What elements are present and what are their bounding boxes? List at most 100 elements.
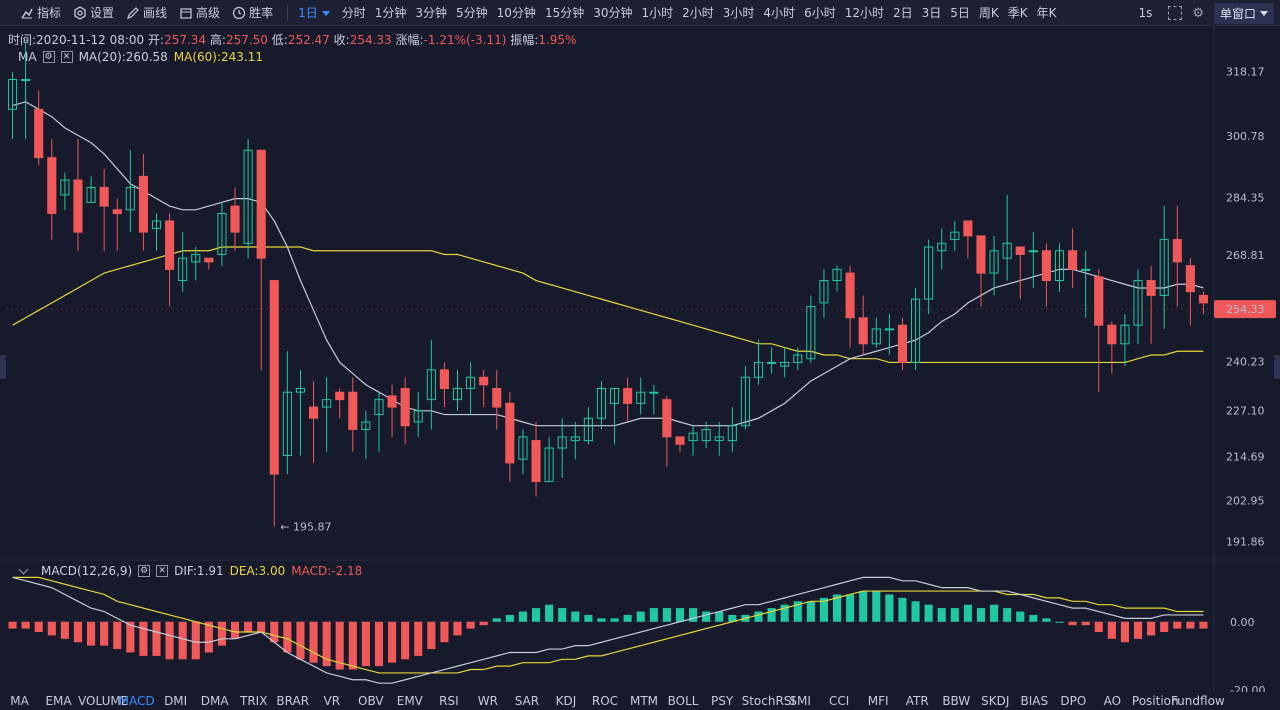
candle-body [374, 399, 384, 416]
macd-histogram-bar [60, 621, 69, 639]
open-value: 257.34 [164, 33, 207, 47]
timeframe-4小时[interactable]: 4小时 [763, 6, 796, 20]
indicator-kdj[interactable]: KDJ [555, 694, 577, 708]
indicator-bbw[interactable]: BBW [942, 694, 971, 708]
price-axis-label: 214.69 [1226, 451, 1265, 464]
indicator-dpo[interactable]: DPO [1060, 694, 1087, 708]
indicator-obv[interactable]: OBV [358, 694, 384, 708]
indicator-cci[interactable]: CCI [829, 694, 850, 708]
indicator-fundflow[interactable]: Fundflow [1170, 694, 1225, 708]
macd-histogram-bar [427, 621, 436, 650]
candle-body [583, 417, 593, 442]
macd-histogram-bar [924, 604, 933, 622]
left-panel-handle[interactable] [0, 355, 6, 379]
candle-body [688, 432, 698, 442]
indicator-position[interactable]: Position [1131, 694, 1179, 708]
indicator-sar[interactable]: SAR [514, 694, 540, 708]
indicator-stochrsi[interactable]: StochRSI [741, 694, 795, 708]
indicator-roc[interactable]: ROC [591, 694, 619, 708]
indicator-ema[interactable]: EMA [45, 694, 72, 708]
timeframe-30分钟[interactable]: 30分钟 [593, 6, 633, 20]
indicator-ma[interactable]: MA [10, 694, 29, 708]
ma-settings-icon[interactable]: ⚙ [42, 51, 55, 63]
tool-draw[interactable]: 画线 [126, 4, 167, 21]
indicator-smi[interactable]: SMI [789, 694, 811, 708]
candle-body [256, 149, 266, 259]
right-panel-handle[interactable] [1274, 355, 1280, 379]
timeframe-1分钟[interactable]: 1分钟 [374, 6, 407, 20]
tool-winrate[interactable]: 胜率 [232, 4, 273, 21]
indicator-macd[interactable]: MACD [118, 694, 155, 708]
ma-close-icon[interactable]: ✕ [60, 51, 73, 63]
tool-settings[interactable]: 设置 [73, 4, 114, 21]
macd-histogram-bar [702, 611, 711, 622]
timeframe-2日[interactable]: 2日 [892, 6, 913, 20]
candle-body [976, 235, 986, 274]
timeframe-15分钟[interactable]: 15分钟 [544, 6, 585, 20]
timeframe-周K[interactable]: 周K [978, 6, 999, 20]
timeframe-5分钟[interactable]: 5分钟 [456, 6, 488, 20]
indicator-boll[interactable]: BOLL [667, 694, 699, 708]
indicator-psy[interactable]: PSY [710, 694, 734, 708]
macd-histogram-bar [21, 621, 30, 629]
settings-icon[interactable]: ⚙ [1192, 5, 1204, 21]
indicator-dmi[interactable]: DMI [164, 694, 188, 708]
indicator-dma[interactable]: DMA [200, 694, 229, 708]
timeframe-年K[interactable]: 年K [1036, 6, 1057, 20]
macd-histogram-bar [230, 621, 240, 639]
timeframe-3小时[interactable]: 3小时 [722, 6, 755, 20]
indicator-ao[interactable]: AO [1103, 694, 1122, 708]
macd-histogram-bar [374, 621, 384, 667]
timeframe-5日[interactable]: 5日 [950, 6, 970, 20]
macd-histogram-bar [832, 594, 842, 622]
macd-settings-icon[interactable]: ⚙ [138, 565, 151, 577]
indicator-wr[interactable]: WR [477, 694, 498, 708]
timeframe-季K[interactable]: 季K [1007, 6, 1028, 20]
macd-histogram-bar [780, 604, 789, 622]
calendar-icon [179, 6, 193, 20]
indicator-atr[interactable]: ATR [905, 694, 929, 708]
indicator-rsi[interactable]: RSI [439, 694, 459, 708]
timeframe-12小时[interactable]: 12小时 [844, 6, 884, 20]
timeframe-3日[interactable]: 3日 [921, 6, 942, 20]
window-mode-select[interactable]: 单窗口 [1213, 2, 1274, 24]
candle-body [1054, 250, 1065, 282]
indicator-skdj[interactable]: SKDJ [981, 694, 1010, 708]
timeframe-10分钟[interactable]: 10分钟 [496, 6, 536, 20]
indicator-bias[interactable]: BIAS [1020, 694, 1049, 708]
macd-histogram-bar [296, 621, 305, 660]
macd-close-icon[interactable]: ✕ [156, 565, 169, 577]
indicator-brar[interactable]: BRAR [276, 694, 310, 708]
timeframe-1日[interactable]: 1日 [298, 4, 330, 21]
indicator-mtm[interactable]: MTM [629, 694, 659, 708]
tool-advanced[interactable]: 高级 [179, 4, 220, 21]
ma-legend: MA ⚙ ✕ MA(20):260.58 MA(60):243.11 [18, 50, 263, 64]
macd-histogram-bar [322, 621, 331, 667]
open-label: 开: [148, 33, 165, 47]
macd-histogram-bar [505, 614, 514, 622]
candle-body [439, 369, 449, 389]
timeframe-6小时[interactable]: 6小时 [804, 6, 836, 20]
macd-histogram-bar [597, 618, 606, 622]
price-chart[interactable]: 318.17 300.78 284.35 268.81 240.23 227.10 214.… [0, 26, 1280, 692]
macd-histogram-bar [191, 621, 200, 660]
close-value: 254.33 [349, 33, 392, 47]
indicator-mfi[interactable]: MFI [867, 694, 889, 708]
indicator-emv[interactable]: EMV [396, 694, 423, 708]
timeframe-3分钟[interactable]: 3分钟 [415, 6, 448, 20]
fullscreen-icon[interactable] [1168, 6, 1183, 20]
candle-body [871, 328, 881, 345]
timeframe-分时[interactable]: 分时 [341, 6, 366, 20]
price-axis-label: 300.78 [1226, 130, 1265, 143]
timeframe-1小时[interactable]: 1小时 [641, 6, 674, 20]
indicator-trix[interactable]: TRIX [239, 694, 268, 708]
macd-histogram-bar [283, 621, 292, 653]
macd-histogram-bar [846, 594, 855, 622]
indicator-volume[interactable]: VOLUME [78, 694, 129, 708]
candle-body [1015, 246, 1025, 255]
candle-body [466, 376, 476, 389]
timeframe-2小时[interactable]: 2小时 [682, 6, 714, 20]
tool-indicator[interactable]: 指标 [20, 4, 61, 21]
indicator-vr[interactable]: VR [323, 694, 341, 708]
refresh-interval[interactable]: 1s [1138, 6, 1153, 20]
